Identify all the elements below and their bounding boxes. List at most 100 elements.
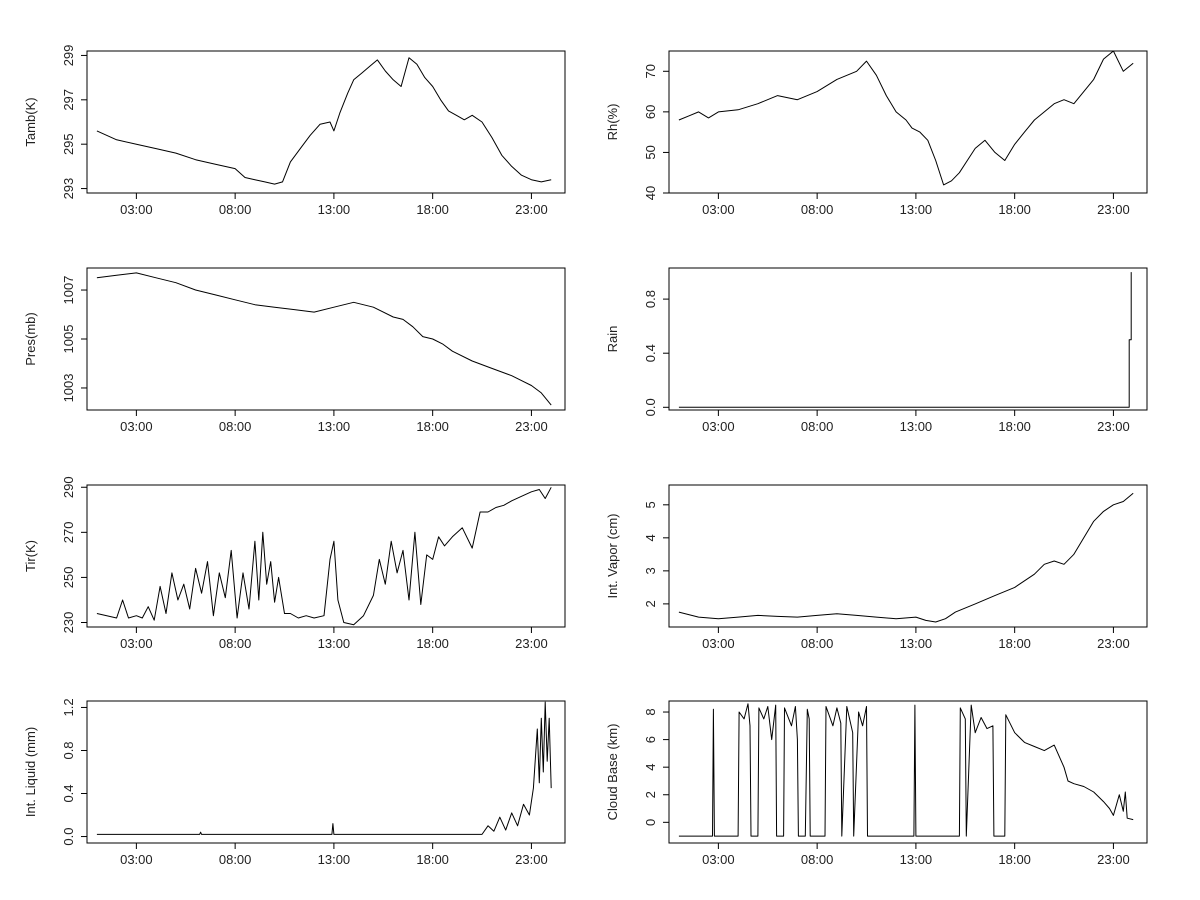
- y-tick-label: 299: [61, 45, 76, 67]
- y-tick-label: 250: [61, 567, 76, 589]
- x-tick-label: 13:00: [900, 419, 933, 434]
- y-tick-label: 1007: [61, 276, 76, 305]
- series-line-cloudbase: [678, 703, 1134, 837]
- chart-panel-cloudbase: 03:00 08:00 13:00 18:00 23:00 0 2 4 6 8 Cloud Base…: [605, 700, 1148, 867]
- y-axis-title: Rh(%): [605, 104, 620, 141]
- x-tick-label: 03:00: [702, 202, 735, 217]
- x-tick-label: 03:00: [702, 419, 735, 434]
- x-tick-label: 13:00: [318, 202, 351, 217]
- x-tick-label: 03:00: [702, 852, 735, 867]
- y-tick-label: 297: [61, 89, 76, 111]
- y-axis-title: Rain: [605, 326, 620, 353]
- plot-frame: [86, 700, 566, 844]
- x-tick-label: 23:00: [1097, 202, 1130, 217]
- y-tick-label: 4: [643, 764, 658, 771]
- series-line-liquid: [96, 701, 552, 835]
- series-line-tamb: [96, 57, 552, 185]
- y-axis-title: Int. Liquid (mm): [23, 727, 38, 817]
- y-tick-label: 2: [643, 600, 658, 607]
- x-tick-label: 03:00: [120, 636, 153, 651]
- chart-panel-rh: 03:00 08:00 13:00 18:00 23:00 40 50 60 70 Rh(%): [605, 50, 1148, 217]
- y-tick-label: 230: [61, 612, 76, 634]
- x-tick-label: 18:00: [998, 202, 1031, 217]
- x-tick-label: 23:00: [515, 419, 548, 434]
- x-tick-label: 23:00: [1097, 636, 1130, 651]
- x-tick-label: 18:00: [416, 636, 449, 651]
- chart-panel-liquid: 03:00 08:00 13:00 18:00 23:00 0.0 0.4 0.8 1.2 Int…: [23, 698, 566, 867]
- x-tick-label: 13:00: [900, 636, 933, 651]
- plot-frame: [668, 700, 1148, 844]
- plot-frame: [668, 484, 1148, 628]
- y-tick-label: 2: [643, 791, 658, 798]
- x-tick-label: 18:00: [998, 852, 1031, 867]
- series-line-tir: [96, 487, 552, 626]
- chart-panel-vapor: 03:00 08:00 13:00 18:00 23:00 2 3 4 5 Int. Vapor …: [605, 484, 1148, 651]
- x-tick-label: 23:00: [1097, 419, 1130, 434]
- chart-panel-tamb: 03:00 08:00 13:00 18:00 23:00 293 295 297 299 Tam…: [23, 45, 566, 217]
- series-line-rain: [678, 272, 1132, 408]
- x-tick-label: 08:00: [219, 419, 252, 434]
- y-tick-label: 6: [643, 736, 658, 743]
- y-tick-label: 40: [643, 186, 658, 200]
- plot-frame: [86, 50, 566, 194]
- x-tick-label: 13:00: [900, 202, 933, 217]
- y-tick-label: 0: [643, 819, 658, 826]
- y-tick-label: 290: [61, 476, 76, 498]
- y-tick-label: 295: [61, 133, 76, 155]
- series-line-pres: [96, 272, 552, 406]
- y-tick-label: 4: [643, 534, 658, 541]
- y-tick-label: 1005: [61, 325, 76, 354]
- x-tick-label: 08:00: [801, 636, 834, 651]
- x-tick-label: 08:00: [219, 202, 252, 217]
- x-tick-label: 13:00: [318, 419, 351, 434]
- y-tick-label: 0.4: [61, 784, 76, 802]
- x-tick-label: 13:00: [318, 636, 351, 651]
- y-axis-title: Tir(K): [23, 540, 38, 572]
- x-tick-label: 18:00: [998, 419, 1031, 434]
- y-tick-label: 1.2: [61, 698, 76, 716]
- y-tick-label: 60: [643, 105, 658, 119]
- x-tick-label: 23:00: [515, 636, 548, 651]
- x-tick-label: 18:00: [998, 636, 1031, 651]
- x-tick-label: 08:00: [801, 852, 834, 867]
- y-axis-title: Cloud Base (km): [605, 724, 620, 821]
- y-tick-label: 8: [643, 708, 658, 715]
- y-tick-label: 0.8: [61, 741, 76, 759]
- y-tick-label: 0.0: [61, 828, 76, 846]
- x-tick-label: 08:00: [801, 419, 834, 434]
- x-tick-label: 08:00: [801, 202, 834, 217]
- y-axis-title: Int. Vapor (cm): [605, 513, 620, 598]
- series-line-rh: [678, 50, 1134, 186]
- y-tick-label: 0.4: [643, 344, 658, 362]
- x-tick-label: 03:00: [120, 419, 153, 434]
- y-tick-label: 270: [61, 521, 76, 543]
- x-tick-label: 08:00: [219, 636, 252, 651]
- y-axis-title: Pres(mb): [23, 312, 38, 365]
- x-tick-label: 18:00: [416, 202, 449, 217]
- plot-frame: [86, 484, 566, 628]
- y-tick-label: 1003: [61, 374, 76, 403]
- y-tick-label: 0.0: [643, 398, 658, 416]
- x-tick-label: 13:00: [318, 852, 351, 867]
- x-tick-label: 08:00: [219, 852, 252, 867]
- y-tick-label: 0.8: [643, 290, 658, 308]
- x-tick-label: 03:00: [120, 852, 153, 867]
- x-tick-label: 18:00: [416, 852, 449, 867]
- x-tick-label: 18:00: [416, 419, 449, 434]
- x-tick-label: 13:00: [900, 852, 933, 867]
- x-tick-label: 03:00: [702, 636, 735, 651]
- x-tick-label: 23:00: [515, 202, 548, 217]
- y-tick-label: 5: [643, 501, 658, 508]
- plot-frame: [668, 267, 1148, 411]
- y-tick-label: 50: [643, 145, 658, 159]
- x-tick-label: 23:00: [515, 852, 548, 867]
- y-tick-label: 70: [643, 64, 658, 78]
- series-line-vapor: [678, 492, 1134, 623]
- chart-panel-pres: 03:00 08:00 13:00 18:00 23:00 1003 1005 1007 Pre…: [23, 267, 566, 434]
- chart-panel-tir: 03:00 08:00 13:00 18:00 23:00 230 250 270 290 Tir…: [23, 476, 566, 651]
- x-tick-label: 23:00: [1097, 852, 1130, 867]
- chart-panel-rain: 03:00 08:00 13:00 18:00 23:00 0.0 0.4 0.8 Rain: [605, 267, 1148, 434]
- y-tick-label: 293: [61, 178, 76, 200]
- y-axis-title: Tamb(K): [23, 97, 38, 146]
